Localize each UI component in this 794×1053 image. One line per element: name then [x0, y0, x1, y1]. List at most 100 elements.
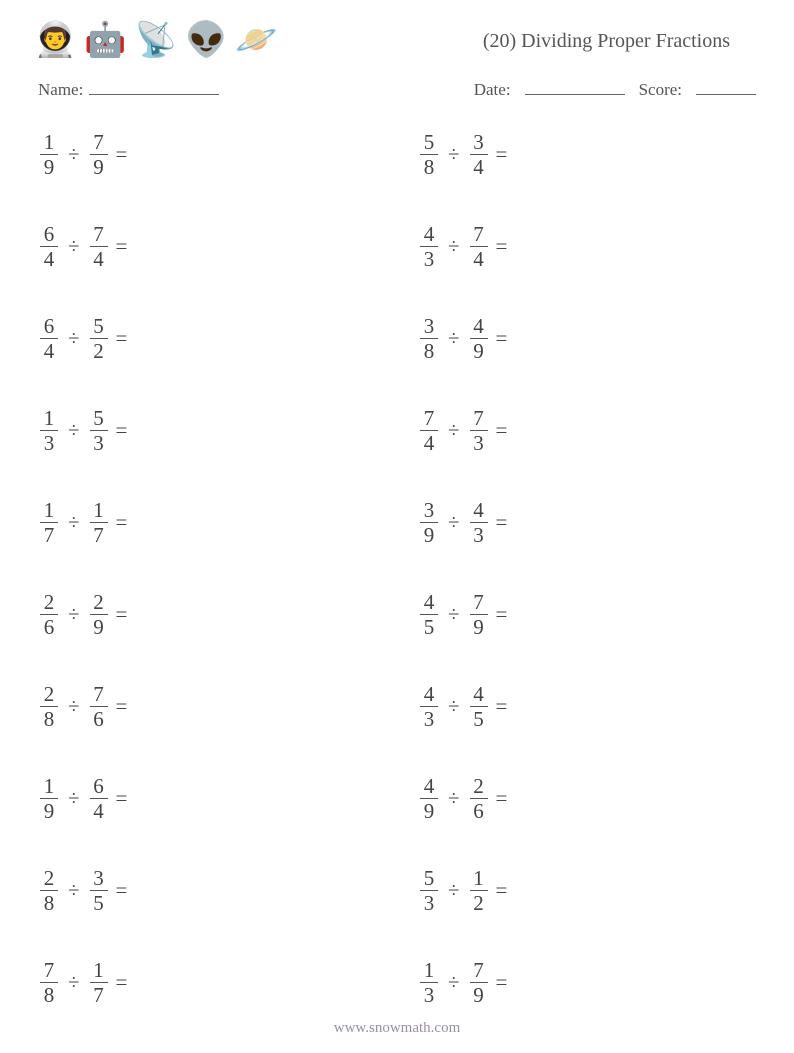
denominator: 2	[470, 892, 487, 914]
problem: 64÷52=	[40, 312, 380, 366]
divide-symbol: ÷	[68, 786, 80, 811]
divide-symbol: ÷	[448, 970, 460, 995]
problem: 58÷34=	[420, 128, 760, 182]
numerator: 7	[421, 407, 438, 429]
numerator: 3	[421, 499, 438, 521]
denominator: 9	[421, 524, 438, 546]
numerator: 6	[41, 223, 58, 245]
denominator: 8	[421, 340, 438, 362]
denominator: 3	[421, 892, 438, 914]
fraction: 43	[420, 223, 438, 270]
divide-symbol: ÷	[68, 234, 80, 259]
divide-symbol: ÷	[448, 326, 460, 351]
header: 👨‍🚀 🤖 📡 👽 🪐 (20) Dividing Proper Fractio…	[34, 24, 760, 58]
numerator: 7	[90, 683, 107, 705]
problem: 45÷79=	[420, 588, 760, 642]
denominator: 4	[421, 432, 438, 454]
fraction: 13	[420, 959, 438, 1006]
divide-symbol: ÷	[448, 786, 460, 811]
denominator: 4	[470, 248, 487, 270]
denominator: 8	[41, 708, 58, 730]
problem: 28÷35=	[40, 864, 380, 918]
denominator: 4	[41, 340, 58, 362]
numerator: 1	[41, 775, 58, 797]
denominator: 3	[41, 432, 58, 454]
fraction: 17	[90, 499, 108, 546]
denominator: 9	[470, 616, 487, 638]
denominator: 4	[90, 248, 107, 270]
fraction: 74	[420, 407, 438, 454]
problem: 26÷29=	[40, 588, 380, 642]
denominator: 5	[470, 708, 487, 730]
numerator: 6	[90, 775, 107, 797]
denominator: 9	[90, 156, 107, 178]
numerator: 7	[470, 959, 487, 981]
fraction: 29	[90, 591, 108, 638]
numerator: 4	[470, 315, 487, 337]
numerator: 1	[421, 959, 438, 981]
denominator: 6	[90, 708, 107, 730]
divide-symbol: ÷	[448, 694, 460, 719]
denominator: 6	[470, 800, 487, 822]
problem: 19÷64=	[40, 772, 380, 826]
numerator: 4	[421, 591, 438, 613]
fraction: 74	[470, 223, 488, 270]
denominator: 7	[41, 524, 58, 546]
fraction: 76	[90, 683, 108, 730]
date-blank[interactable]	[525, 76, 625, 95]
problem: 43÷74=	[420, 220, 760, 274]
fraction: 74	[90, 223, 108, 270]
numerator: 1	[41, 131, 58, 153]
score-blank[interactable]	[696, 76, 756, 95]
denominator: 3	[90, 432, 107, 454]
numerator: 2	[41, 683, 58, 705]
fraction: 34	[470, 131, 488, 178]
equals-symbol: =	[496, 326, 508, 351]
fraction: 49	[420, 775, 438, 822]
equals-symbol: =	[116, 970, 128, 995]
fraction: 53	[420, 867, 438, 914]
denominator: 9	[421, 800, 438, 822]
problem: 13 ÷ 79 =	[420, 956, 760, 1010]
equals-symbol: =	[496, 602, 508, 627]
denominator: 5	[90, 892, 107, 914]
equals-symbol: =	[496, 786, 508, 811]
divide-symbol: ÷	[448, 234, 460, 259]
denominator: 3	[421, 248, 438, 270]
equals-symbol: =	[116, 786, 128, 811]
denominator: 7	[90, 524, 107, 546]
problem: 49÷26=	[420, 772, 760, 826]
numerator: 7	[470, 407, 487, 429]
numerator: 3	[421, 315, 438, 337]
numerator: 7	[470, 591, 487, 613]
divide-symbol: ÷	[448, 510, 460, 535]
problem: 78÷17=	[40, 956, 380, 1010]
numerator: 7	[41, 959, 58, 981]
equals-symbol: =	[116, 234, 128, 259]
name-blank[interactable]	[89, 76, 219, 95]
fraction: 19	[40, 775, 58, 822]
numerator: 2	[90, 591, 107, 613]
numerator: 4	[421, 775, 438, 797]
numerator: 7	[470, 223, 487, 245]
divide-symbol: ÷	[68, 326, 80, 351]
equals-symbol: =	[116, 694, 128, 719]
problem: 64÷74=	[40, 220, 380, 274]
divide-symbol: ÷	[68, 878, 80, 903]
fraction: 79	[470, 959, 488, 1006]
equals-symbol: =	[496, 510, 508, 535]
denominator: 3	[470, 432, 487, 454]
numerator: 5	[421, 131, 438, 153]
footer-url: www.snowmath.com	[0, 1020, 794, 1037]
numerator: 2	[41, 867, 58, 889]
fraction: 19	[40, 131, 58, 178]
numerator: 2	[470, 775, 487, 797]
fraction: 64	[40, 223, 58, 270]
equals-symbol: =	[496, 970, 508, 995]
fraction: 49	[470, 315, 488, 362]
fraction: 64	[40, 315, 58, 362]
divide-symbol: ÷	[68, 510, 80, 535]
numerator: 5	[90, 407, 107, 429]
name-label: Name:	[38, 80, 83, 100]
denominator: 3	[470, 524, 487, 546]
